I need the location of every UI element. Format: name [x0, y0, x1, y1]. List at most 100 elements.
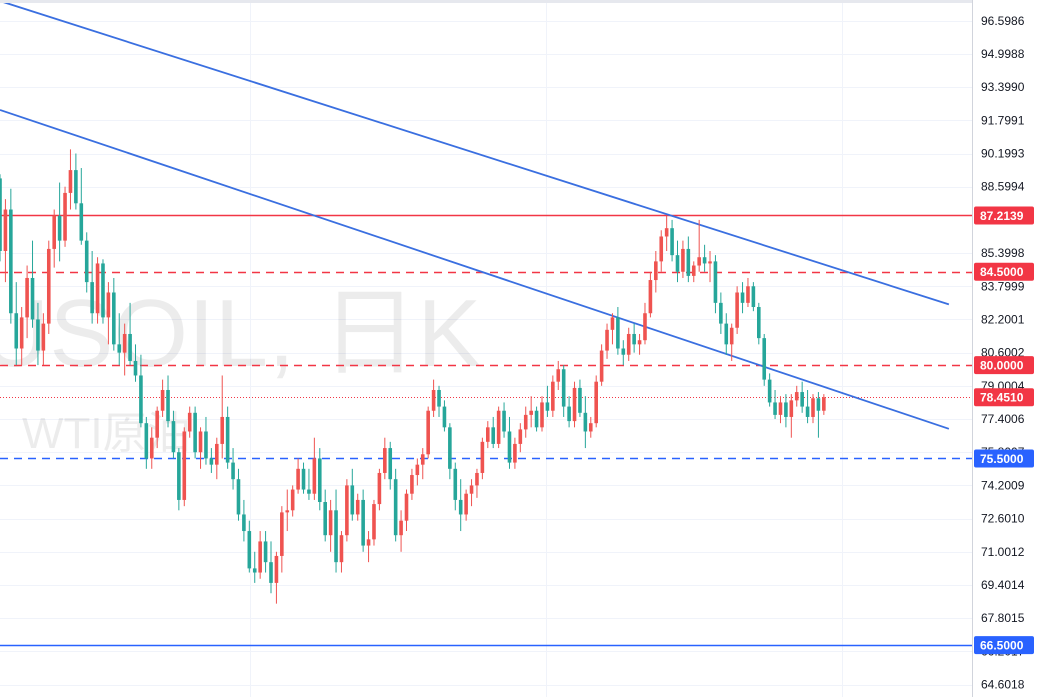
- candle-body: [117, 344, 122, 353]
- candle-body: [0, 178, 2, 252]
- candle-body: [670, 228, 674, 256]
- candle-body: [822, 397, 826, 411]
- candle: [626, 327, 631, 361]
- candle: [724, 313, 729, 355]
- candle-body: [545, 402, 550, 411]
- tick-label: 82.2001: [981, 312, 1025, 326]
- candle: [518, 423, 523, 453]
- trendline[interactable]: [0, 109, 950, 430]
- grid: [0, 0, 972, 697]
- candle: [458, 479, 463, 532]
- candle-body: [399, 520, 403, 536]
- candle-body: [800, 392, 804, 407]
- candle-body: [149, 437, 154, 459]
- candle-body: [41, 323, 46, 351]
- candle: [14, 282, 19, 366]
- candle: [670, 219, 674, 262]
- candle: [128, 302, 132, 366]
- candle: [610, 313, 615, 345]
- candle: [393, 468, 398, 542]
- candle-body: [610, 317, 615, 330]
- candle-body: [328, 510, 333, 536]
- candle: [25, 265, 29, 339]
- candle: [637, 333, 642, 355]
- candle: [751, 282, 756, 312]
- candle-body: [247, 531, 252, 569]
- candle-body: [659, 236, 664, 262]
- candle-body: [296, 468, 300, 490]
- candle-body: [323, 502, 327, 536]
- candle-body: [155, 410, 159, 438]
- price-badge-bg: [974, 356, 1034, 375]
- candle-body: [334, 510, 338, 563]
- candle-body: [534, 410, 539, 428]
- candle-body: [805, 406, 810, 417]
- candle-body: [740, 292, 745, 303]
- candle: [588, 416, 593, 438]
- candle: [30, 240, 35, 328]
- candle: [735, 286, 739, 334]
- candle-body: [616, 317, 620, 349]
- candle: [209, 448, 214, 473]
- tick-label: 77.4006: [981, 412, 1025, 426]
- candle-body: [383, 448, 387, 473]
- price-badge-label: 78.4510: [980, 391, 1024, 405]
- candle: [46, 240, 51, 334]
- candle-body: [572, 387, 577, 422]
- candle: [0, 174, 2, 262]
- candle-body: [112, 292, 116, 345]
- candle-body: [540, 402, 544, 428]
- candle: [144, 416, 149, 469]
- candle: [377, 468, 382, 511]
- candle-body: [166, 389, 170, 422]
- candle-body: [605, 329, 609, 351]
- candle-body: [735, 292, 739, 328]
- price-badge: 87.2139: [974, 206, 1034, 225]
- candle: [507, 416, 512, 469]
- candle-body: [475, 472, 479, 486]
- candle: [464, 489, 468, 521]
- candle: [448, 423, 452, 480]
- price-badge-bg: [974, 636, 1034, 655]
- candle-body: [231, 462, 235, 480]
- candle-body: [160, 389, 165, 411]
- candle-body: [599, 350, 604, 382]
- candle-body: [751, 286, 756, 308]
- candle-body: [453, 468, 458, 500]
- candle-body: [729, 327, 734, 345]
- candle: [480, 437, 485, 480]
- candle: [740, 282, 745, 314]
- candle-body: [193, 412, 197, 453]
- price-badge: 84.5000: [974, 262, 1034, 281]
- candle-body: [654, 261, 658, 281]
- candle: [323, 489, 327, 542]
- candle-body: [778, 402, 783, 415]
- candle: [404, 489, 409, 532]
- tick-label: 83.7999: [981, 279, 1025, 293]
- tick-label: 96.5986: [981, 14, 1025, 28]
- candle: [420, 448, 425, 480]
- candle-body: [317, 458, 322, 503]
- candle: [372, 499, 376, 546]
- candle: [664, 215, 669, 252]
- candle: [258, 531, 262, 579]
- candle: [681, 240, 685, 278]
- candle-body: [491, 427, 496, 444]
- candle: [328, 499, 333, 552]
- candle-body: [355, 499, 360, 515]
- candle: [177, 448, 181, 511]
- candle: [811, 394, 815, 424]
- candle-body: [431, 389, 436, 411]
- candle: [19, 307, 24, 366]
- candle-body: [339, 535, 344, 563]
- candle-body: [464, 493, 468, 515]
- candle: [719, 292, 723, 334]
- candle: [789, 394, 794, 438]
- candle-body: [713, 261, 718, 303]
- candle-body: [30, 277, 35, 320]
- price-axis[interactable]: 96.5986 94.9988 93.3990 91.7991 90.1993 88.59…: [981, 14, 1025, 692]
- candle: [345, 479, 349, 542]
- trendline[interactable]: [0, 0, 950, 306]
- candle-body: [811, 398, 815, 417]
- candle-body: [675, 255, 680, 272]
